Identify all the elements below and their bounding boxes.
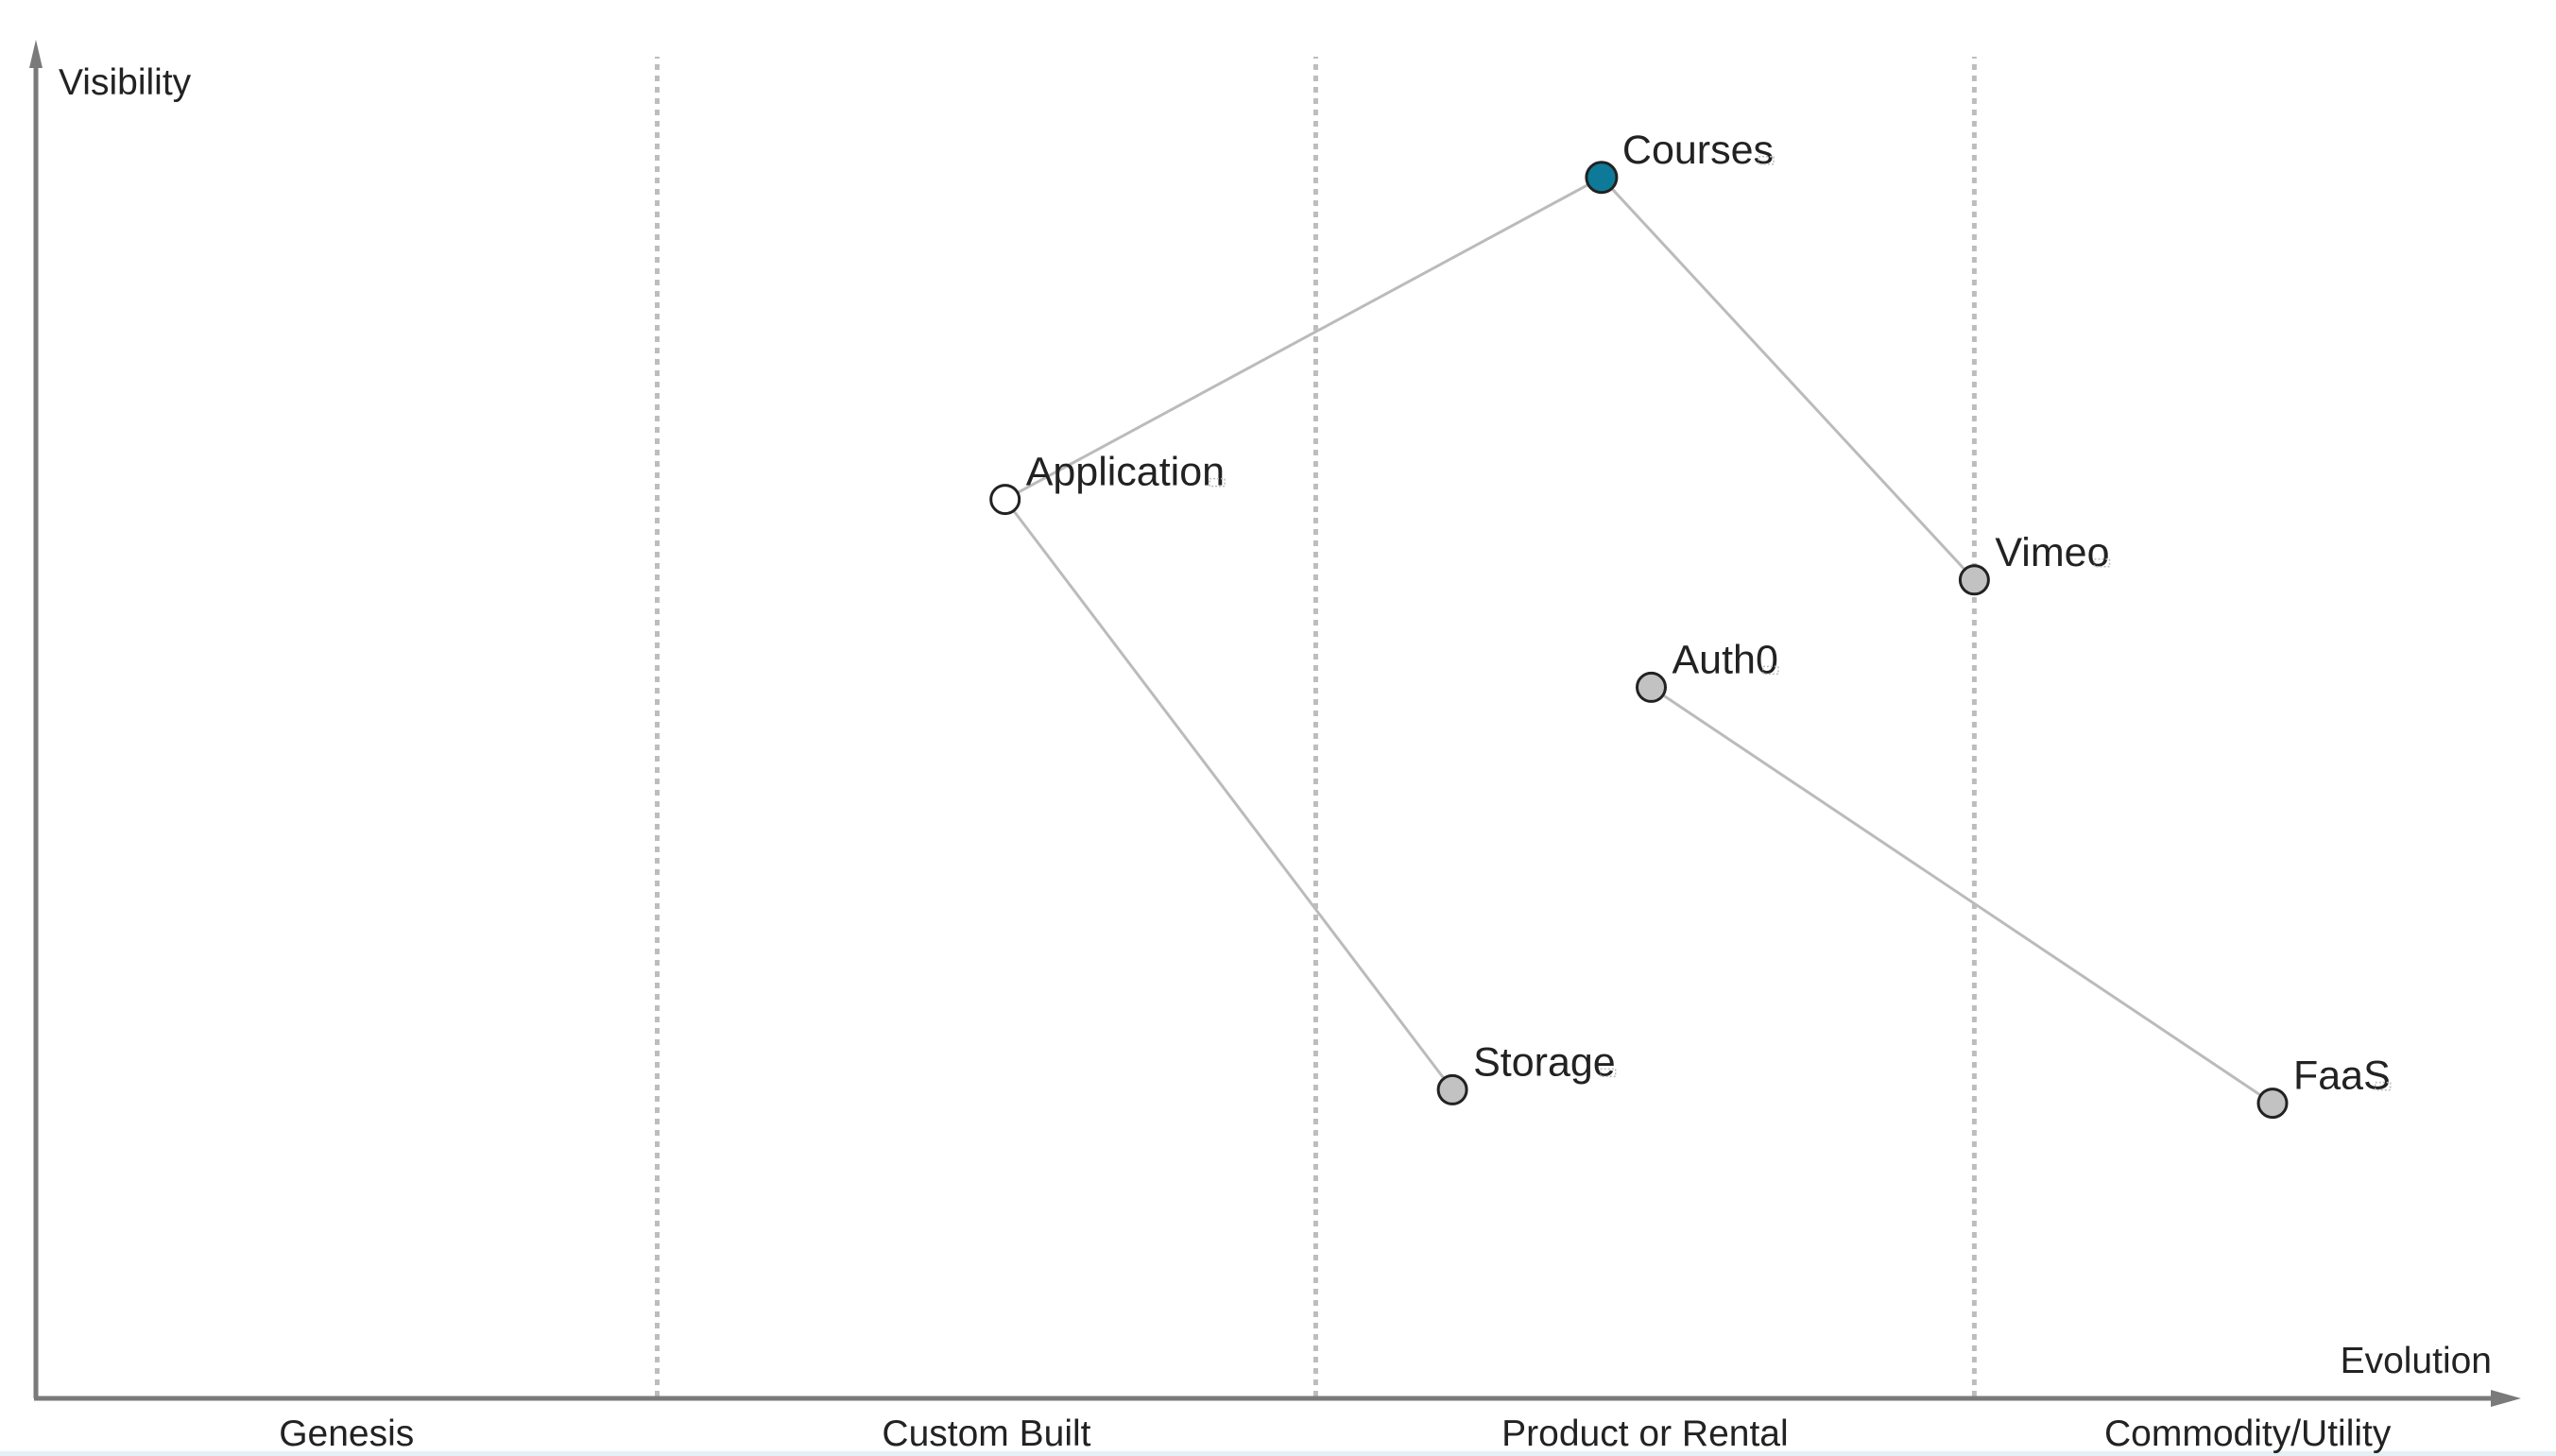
- component-vimeo-label[interactable]: Vimeo: [1995, 530, 2109, 575]
- x-axis-arrow: [2491, 1390, 2521, 1407]
- link-courses-application: [1004, 176, 1603, 501]
- stage-label-product-or-rental: Product or Rental: [1501, 1413, 1789, 1454]
- stage-dividers: [655, 57, 1977, 1396]
- axes: Visibility Evolution: [29, 40, 2521, 1407]
- component-courses-label[interactable]: Courses: [1622, 128, 1774, 173]
- link-courses-vimeo: [1600, 176, 1976, 581]
- dependency-links: [1004, 176, 2273, 1105]
- component-storage-label-handle[interactable]: [1599, 1068, 1617, 1078]
- stage-labels: Genesis Custom Built Product or Rental Comm…: [279, 1413, 2392, 1454]
- link-application-storage: [1004, 498, 1454, 1091]
- component-courses-label-handle[interactable]: [1758, 156, 1775, 165]
- stage-label-commodity-utility: Commodity/Utility: [2104, 1413, 2392, 1454]
- component-courses-marker[interactable]: [1585, 161, 1619, 195]
- x-axis-label: Evolution: [2341, 1341, 2492, 1381]
- component-faas-label-handle[interactable]: [2375, 1081, 2392, 1091]
- component-application[interactable]: Application: [989, 450, 1225, 516]
- component-faas[interactable]: FaaS: [2256, 1053, 2391, 1120]
- components: Courses Application Vimeo Auth0 Storage FaaS: [989, 128, 2392, 1120]
- component-courses[interactable]: Courses: [1585, 128, 1774, 195]
- stage-label-genesis: Genesis: [279, 1413, 414, 1454]
- component-application-marker[interactable]: [989, 484, 1021, 516]
- component-application-label[interactable]: Application: [1026, 450, 1225, 495]
- stage-label-custom-built: Custom Built: [882, 1413, 1090, 1454]
- component-auth0[interactable]: Auth0: [1636, 637, 1778, 703]
- component-faas-label[interactable]: FaaS: [2293, 1053, 2391, 1099]
- component-vimeo-label-handle[interactable]: [2093, 558, 2111, 568]
- link-auth0-faas: [1650, 686, 2273, 1105]
- y-axis-label: Visibility: [59, 62, 192, 103]
- component-auth0-label-handle[interactable]: [1762, 665, 1779, 676]
- component-faas-marker[interactable]: [2256, 1088, 2289, 1120]
- component-storage-label[interactable]: Storage: [1473, 1039, 1616, 1085]
- component-storage-marker[interactable]: [1436, 1073, 1468, 1105]
- component-auth0-marker[interactable]: [1636, 671, 1667, 703]
- component-storage[interactable]: Storage: [1436, 1039, 1616, 1105]
- bottom-strip: [0, 1451, 2556, 1456]
- y-axis-arrow: [29, 40, 43, 68]
- component-auth0-label[interactable]: Auth0: [1673, 637, 1778, 682]
- component-vimeo-marker[interactable]: [1958, 564, 1990, 596]
- component-vimeo[interactable]: Vimeo: [1958, 530, 2110, 596]
- component-application-label-handle[interactable]: [1209, 477, 1226, 488]
